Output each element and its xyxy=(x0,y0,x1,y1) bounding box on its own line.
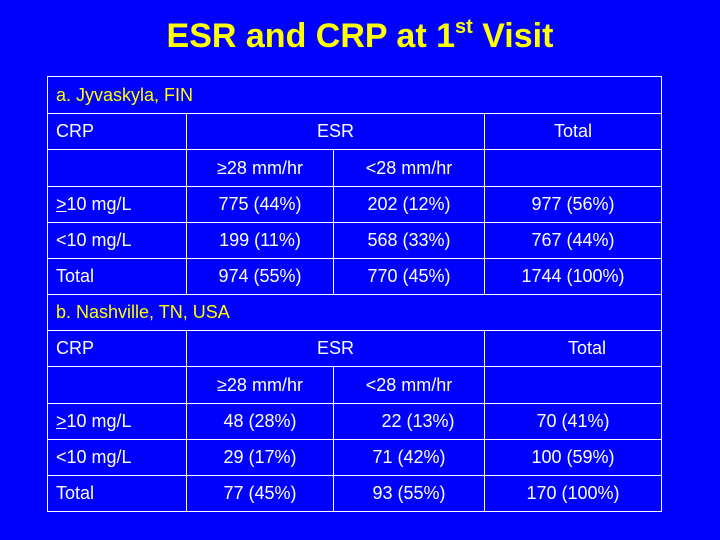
cell-esr-high: 974 (55%) xyxy=(186,258,334,295)
section-b-title: b. Nashville, TN, USA xyxy=(46,294,663,331)
section-a-crp-header: CRP xyxy=(47,113,187,150)
section-b-subheader-row: ≥28 mm/hr <28 mm/hr xyxy=(47,366,663,404)
row-label-text: 10 mg/L xyxy=(66,411,132,431)
section-b-header-row: CRP ESR Total xyxy=(47,330,663,367)
section-b-subheader-blank xyxy=(47,366,187,404)
gte-mark: > xyxy=(56,411,67,431)
row-label: >10 mg/L xyxy=(47,186,187,223)
table-row: <10 mg/L 199 (11%) 568 (33%) 767 (44%) xyxy=(47,222,663,259)
cell-total: 100 (59%) xyxy=(483,439,663,476)
section-a-esr-header: ESR xyxy=(186,113,485,150)
cell-esr-high: 48 (28%) xyxy=(186,403,334,440)
row-label: <10 mg/L xyxy=(47,222,187,259)
cell-total: 977 (56%) xyxy=(483,186,663,223)
row-label: >10 mg/L xyxy=(47,403,187,440)
section-b-esr-high-header: ≥28 mm/hr xyxy=(186,366,334,404)
title-superscript: st xyxy=(455,16,473,38)
row-label-text: 10 mg/L xyxy=(66,194,132,214)
cell-esr-low: 202 (12%) xyxy=(333,186,485,223)
table-row: >10 mg/L 48 (28%) 22 (13%) 70 (41%) xyxy=(47,403,663,440)
section-b-total-header: Total xyxy=(483,330,663,367)
section-a-title: a. Jyvaskyla, FIN xyxy=(46,76,663,114)
title-suffix: Visit xyxy=(472,17,554,55)
cell-total: 70 (41%) xyxy=(483,403,663,440)
cell-esr-low: 22 (13%) xyxy=(333,403,485,440)
esr-crp-table: a. Jyvaskyla, FIN CRP ESR Total ≥28 mm/h… xyxy=(46,76,663,512)
section-b-subheader-total-blank xyxy=(483,366,663,404)
table-row: Total 974 (55%) 770 (45%) 1744 (100%) xyxy=(47,258,663,295)
section-a-subheader-blank xyxy=(47,149,187,187)
section-a-header-row: CRP ESR Total xyxy=(47,113,663,150)
section-b-title-row: b. Nashville, TN, USA xyxy=(46,294,663,331)
slide-title: ESR and CRP at 1st Visit xyxy=(0,14,720,58)
table-row: >10 mg/L 775 (44%) 202 (12%) 977 (56%) xyxy=(47,186,663,223)
section-a-esr-high-header: ≥28 mm/hr xyxy=(186,149,334,187)
section-b-esr-header: ESR xyxy=(186,330,485,367)
title-main: ESR and CRP at 1 xyxy=(166,17,455,55)
cell-esr-high: 29 (17%) xyxy=(186,439,334,476)
section-a-title-row: a. Jyvaskyla, FIN xyxy=(46,76,663,114)
table-row: Total 77 (45%) 93 (55%) 170 (100%) xyxy=(47,475,663,512)
table-row: <10 mg/L 29 (17%) 71 (42%) 100 (59%) xyxy=(47,439,663,476)
cell-esr-low: 93 (55%) xyxy=(333,475,485,512)
row-label: <10 mg/L xyxy=(47,439,187,476)
section-a-subheader-total-blank xyxy=(483,149,663,187)
cell-esr-low: 568 (33%) xyxy=(333,222,485,259)
cell-total: 1744 (100%) xyxy=(483,258,663,295)
section-b-esr-low-header: <28 mm/hr xyxy=(333,366,485,404)
cell-total: 767 (44%) xyxy=(483,222,663,259)
section-a-subheader-row: ≥28 mm/hr <28 mm/hr xyxy=(47,149,663,187)
section-a-total-header: Total xyxy=(483,113,663,150)
section-a-esr-low-header: <28 mm/hr xyxy=(333,149,485,187)
cell-esr-high: 77 (45%) xyxy=(186,475,334,512)
cell-esr-low: 770 (45%) xyxy=(333,258,485,295)
cell-total: 170 (100%) xyxy=(483,475,663,512)
row-label: Total xyxy=(47,258,187,295)
cell-esr-high: 775 (44%) xyxy=(186,186,334,223)
cell-esr-high: 199 (11%) xyxy=(186,222,334,259)
gte-mark: > xyxy=(56,194,67,214)
cell-esr-low: 71 (42%) xyxy=(333,439,485,476)
section-b-crp-header: CRP xyxy=(47,330,187,367)
row-label: Total xyxy=(47,475,187,512)
